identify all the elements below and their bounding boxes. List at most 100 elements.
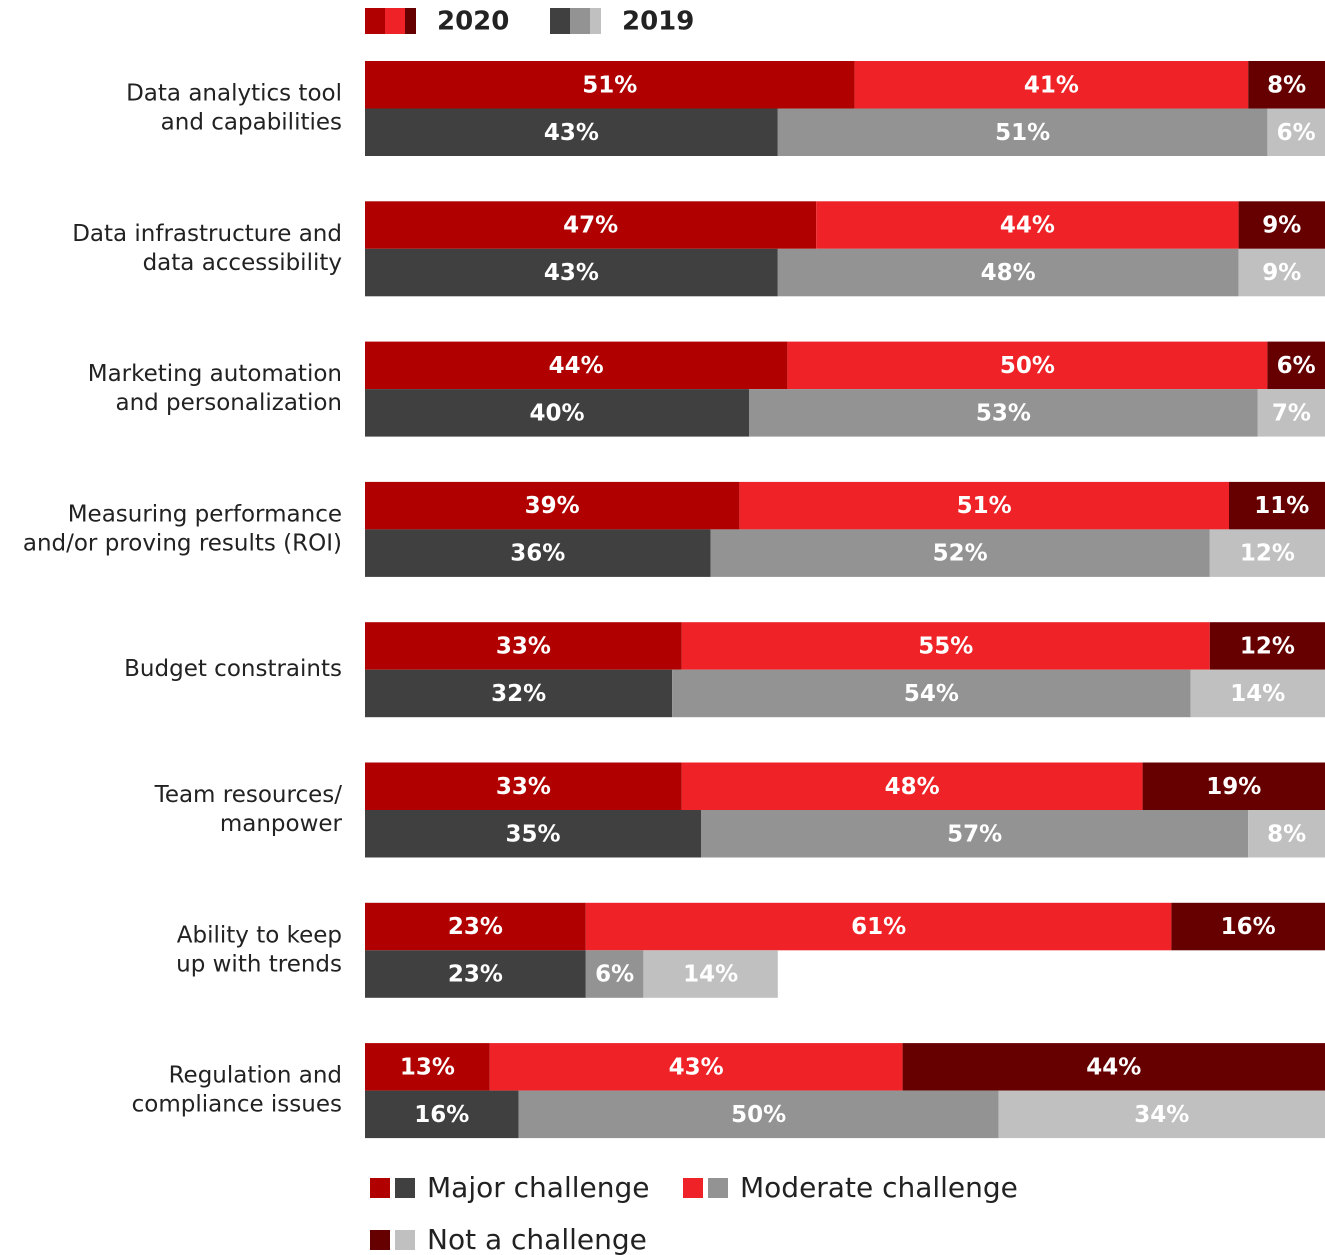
bar-segment	[365, 201, 817, 249]
category-label: Marketing automation	[88, 361, 342, 387]
value-label: 12%	[1240, 541, 1295, 567]
bar-segment	[681, 622, 1210, 670]
value-label: 13%	[400, 1054, 455, 1080]
value-label: 55%	[918, 633, 973, 659]
value-label: 51%	[582, 72, 637, 98]
legend-swatch	[550, 8, 570, 34]
bar-segment	[365, 810, 701, 858]
bar-segment	[1257, 389, 1325, 437]
bar-segment	[1209, 529, 1325, 577]
legend-label: Moderate challenge	[740, 1171, 1018, 1204]
value-label: 48%	[981, 260, 1036, 286]
bar-segment	[787, 341, 1268, 390]
category-label: Ability to keep	[177, 922, 342, 948]
bar-segment	[365, 669, 673, 718]
value-label: 7%	[1272, 400, 1311, 426]
legend-label: Major challenge	[427, 1171, 649, 1204]
category-label: data accessibility	[143, 250, 342, 276]
value-label: 9%	[1262, 260, 1301, 286]
category-label: Data infrastructure and	[72, 221, 342, 247]
value-label: 61%	[851, 914, 906, 940]
legend-swatch	[365, 8, 385, 34]
bar-segment	[777, 248, 1239, 297]
bar-segment	[854, 61, 1249, 109]
bar-segment	[518, 1090, 999, 1139]
value-label: 53%	[976, 400, 1031, 426]
bar-segment	[1171, 902, 1325, 951]
category-label: compliance issues	[132, 1092, 342, 1118]
legend-swatch	[570, 8, 590, 34]
value-label: 19%	[1206, 774, 1261, 800]
category-label: and personalization	[115, 390, 342, 416]
category-label: Data analytics tool	[126, 81, 342, 107]
value-label: 9%	[1262, 213, 1301, 239]
bar-segment	[998, 1090, 1325, 1139]
category-label: up with trends	[176, 951, 342, 977]
category-label: Budget constraints	[124, 656, 342, 682]
value-label: 50%	[731, 1102, 786, 1128]
category-label: Regulation and	[169, 1063, 342, 1089]
bar-segment	[710, 529, 1210, 577]
bar-segment	[365, 622, 682, 670]
value-label: 12%	[1240, 633, 1295, 659]
value-label: 23%	[448, 962, 503, 988]
bar-segment	[1238, 201, 1325, 249]
value-label: 32%	[491, 681, 546, 707]
bar-segment	[672, 669, 1191, 718]
legend-swatch	[370, 1230, 390, 1250]
bar-segment	[1238, 248, 1325, 297]
bar-segment	[365, 902, 586, 951]
legend-swatch	[590, 8, 601, 34]
value-label: 35%	[505, 821, 560, 847]
legend-label: Not a challenge	[427, 1223, 647, 1255]
bar-segment	[365, 950, 586, 998]
bar-segment	[749, 389, 1258, 437]
bar-segment	[365, 248, 778, 297]
bar-segment	[701, 810, 1249, 858]
value-label: 43%	[544, 120, 599, 146]
category-label: Team resources/	[154, 782, 343, 808]
value-label: 33%	[496, 774, 551, 800]
legend-swatch	[370, 1178, 390, 1198]
bar-segment	[365, 61, 855, 109]
value-label: 57%	[947, 821, 1002, 847]
value-label: 8%	[1267, 821, 1306, 847]
value-label: 14%	[683, 962, 738, 988]
bar-segment	[1142, 762, 1325, 810]
value-label: 43%	[669, 1054, 724, 1080]
bar-segment	[816, 201, 1239, 249]
category-label: manpower	[220, 811, 343, 837]
bar-segment	[365, 529, 711, 577]
bar-segment	[643, 950, 778, 998]
bar-segment	[1229, 481, 1325, 530]
bar-segment	[1267, 108, 1325, 156]
bar-segment	[1190, 669, 1325, 718]
category-label: and capabilities	[161, 110, 342, 136]
bar-segment	[902, 1043, 1325, 1091]
bar-segment	[777, 108, 1268, 156]
value-label: 6%	[1277, 353, 1316, 379]
value-label: 44%	[1000, 213, 1055, 239]
bar-segment	[1248, 61, 1325, 109]
value-label: 54%	[904, 681, 959, 707]
legend-swatch	[683, 1178, 703, 1198]
bar-segment	[585, 950, 644, 998]
value-label: 51%	[995, 120, 1050, 146]
category-label: and/or proving results (ROI)	[23, 530, 342, 556]
bar-segment	[739, 481, 1229, 530]
value-label: 16%	[414, 1102, 469, 1128]
bar-segment	[489, 1043, 903, 1091]
bar-segment	[365, 389, 749, 437]
legend-year: 2019	[622, 7, 694, 37]
value-label: 33%	[496, 633, 551, 659]
legend-swatch	[395, 1230, 415, 1250]
bar-segment	[365, 1090, 519, 1139]
value-label: 6%	[1277, 120, 1316, 146]
bar-segment	[365, 481, 740, 530]
value-label: 44%	[549, 353, 604, 379]
value-label: 23%	[448, 914, 503, 940]
bar-segment	[1267, 341, 1325, 390]
value-label: 14%	[1230, 681, 1285, 707]
legend-year: 2020	[437, 7, 509, 37]
